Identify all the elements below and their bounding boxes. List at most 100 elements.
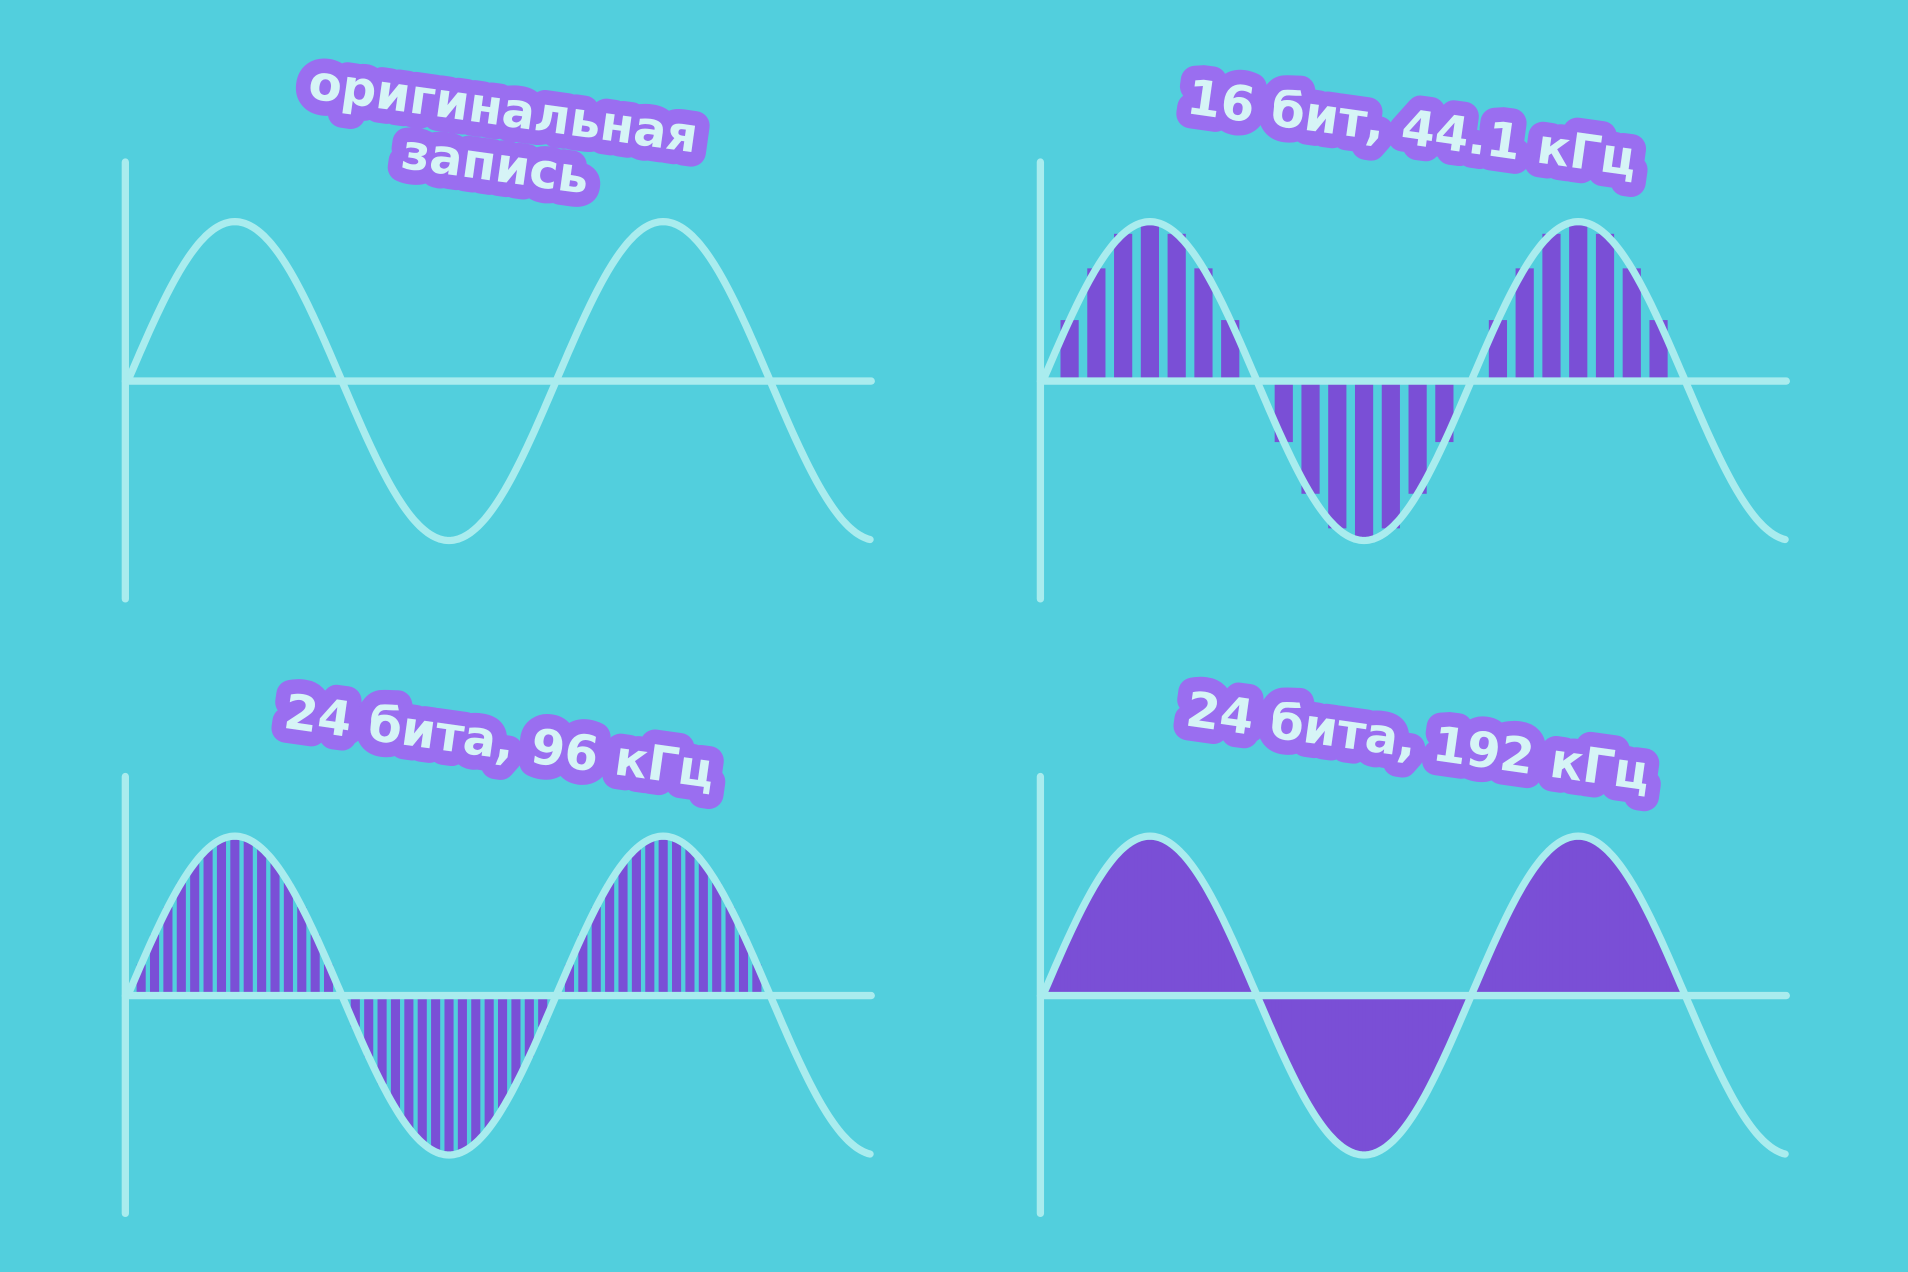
sample-bar bbox=[1348, 995, 1353, 1152]
sample-bar bbox=[1154, 836, 1159, 996]
sample-bar bbox=[1087, 894, 1092, 996]
sine-wave bbox=[124, 218, 874, 545]
sample-bar bbox=[1666, 956, 1671, 996]
sample-bar bbox=[1595, 233, 1615, 382]
sample-bar bbox=[1301, 381, 1320, 494]
sample-bar bbox=[1291, 995, 1296, 1078]
sample-bar bbox=[323, 964, 334, 996]
sample-bar bbox=[1305, 995, 1310, 1103]
sample-bar bbox=[1492, 941, 1497, 996]
sample-bar bbox=[444, 995, 454, 1155]
sample-bar bbox=[1137, 837, 1142, 996]
sample-bar bbox=[1485, 956, 1490, 996]
sample-bar bbox=[645, 839, 655, 996]
sample-bar bbox=[1311, 995, 1316, 1114]
sample-bar bbox=[1633, 888, 1638, 996]
sample-bar bbox=[1412, 995, 1417, 1114]
sample-bar bbox=[1358, 995, 1363, 1155]
sample-bar bbox=[149, 934, 160, 996]
sample-bar bbox=[1482, 964, 1487, 996]
sample-bar bbox=[1140, 221, 1160, 382]
sample-bar bbox=[1238, 956, 1243, 996]
sample-bar bbox=[417, 995, 427, 1143]
sample-bar bbox=[1057, 956, 1062, 996]
sample-bar bbox=[1532, 867, 1537, 996]
sample-bar bbox=[1392, 995, 1397, 1140]
sample-bar bbox=[1592, 840, 1598, 996]
sample-bar bbox=[1509, 907, 1514, 996]
sample-bar bbox=[1077, 913, 1082, 996]
sample-bar bbox=[484, 995, 494, 1129]
sample-bar bbox=[1539, 858, 1544, 996]
sample-bar bbox=[1164, 840, 1169, 996]
sample-bar bbox=[1385, 995, 1390, 1146]
sample-bar bbox=[1201, 882, 1206, 996]
sample-bar bbox=[1074, 920, 1079, 996]
sample-bar bbox=[1536, 863, 1541, 996]
sample-bar bbox=[618, 863, 628, 996]
sample-bar bbox=[1087, 268, 1106, 382]
sample-bar bbox=[1556, 843, 1561, 996]
sample-bar bbox=[1566, 837, 1571, 996]
sample-bar bbox=[1515, 268, 1534, 382]
sample-bar bbox=[1562, 839, 1567, 996]
sample-bar bbox=[1147, 836, 1152, 996]
sample-bar bbox=[1080, 907, 1086, 996]
sample-bar bbox=[243, 839, 253, 996]
sample-bar bbox=[1445, 995, 1450, 1050]
sample-bar bbox=[310, 934, 320, 996]
sample-bar bbox=[1234, 949, 1239, 996]
sample-bar bbox=[1281, 995, 1286, 1057]
sample-bar bbox=[1542, 854, 1547, 996]
sample-bar bbox=[1599, 845, 1604, 996]
sample-bar bbox=[578, 934, 588, 996]
sample-bar bbox=[1609, 854, 1614, 996]
sample-bar bbox=[1351, 995, 1357, 1154]
sample-bar bbox=[498, 995, 508, 1109]
sample-bar bbox=[1054, 964, 1059, 996]
sample-bar bbox=[738, 934, 749, 996]
sample-bar bbox=[1442, 995, 1447, 1057]
sample-bar bbox=[1308, 995, 1313, 1109]
sample-bar bbox=[1224, 927, 1229, 996]
sample-bar bbox=[1622, 268, 1641, 382]
sample-bar bbox=[1586, 837, 1591, 996]
sample-bar bbox=[1268, 995, 1273, 1027]
sample-bar bbox=[1354, 381, 1374, 541]
sample-bar bbox=[1489, 949, 1494, 996]
sample-bar bbox=[1064, 941, 1069, 996]
sample-bar bbox=[1070, 927, 1075, 996]
sample-bar bbox=[1382, 995, 1387, 1149]
sample-bar bbox=[1649, 920, 1654, 996]
sample-bar bbox=[1559, 840, 1564, 996]
sample-bar bbox=[1596, 843, 1601, 996]
sample-bar bbox=[1378, 995, 1383, 1151]
sample-bar bbox=[1264, 995, 1270, 1019]
sample-bar bbox=[1321, 995, 1326, 1129]
panel bbox=[121, 772, 875, 1218]
sample-bar bbox=[1090, 888, 1096, 996]
sample-bar bbox=[1452, 995, 1457, 1035]
sample-bar bbox=[190, 863, 200, 996]
sample-bar bbox=[1171, 845, 1176, 996]
sample-bar bbox=[631, 848, 641, 996]
sample-bar bbox=[1228, 934, 1233, 996]
sample-bar bbox=[1646, 913, 1651, 996]
sample-bar bbox=[1428, 995, 1434, 1085]
sample-bar bbox=[1669, 964, 1674, 996]
sample-bar bbox=[1285, 995, 1290, 1064]
sample-bar bbox=[1144, 836, 1149, 996]
sample-bar bbox=[1107, 863, 1112, 996]
sample-bar bbox=[1368, 995, 1373, 1155]
sample-bar bbox=[1131, 840, 1136, 996]
sample-bar bbox=[524, 995, 534, 1057]
sample-bar bbox=[216, 839, 227, 996]
sample-bar bbox=[1271, 995, 1276, 1035]
sample-bar bbox=[1181, 854, 1186, 996]
sample-bar bbox=[1372, 995, 1377, 1154]
sample-bar bbox=[1402, 995, 1407, 1129]
panel bbox=[121, 158, 875, 603]
sample-bar bbox=[1415, 995, 1420, 1109]
sample-bar bbox=[1663, 949, 1668, 996]
sample-bar bbox=[1177, 851, 1183, 996]
